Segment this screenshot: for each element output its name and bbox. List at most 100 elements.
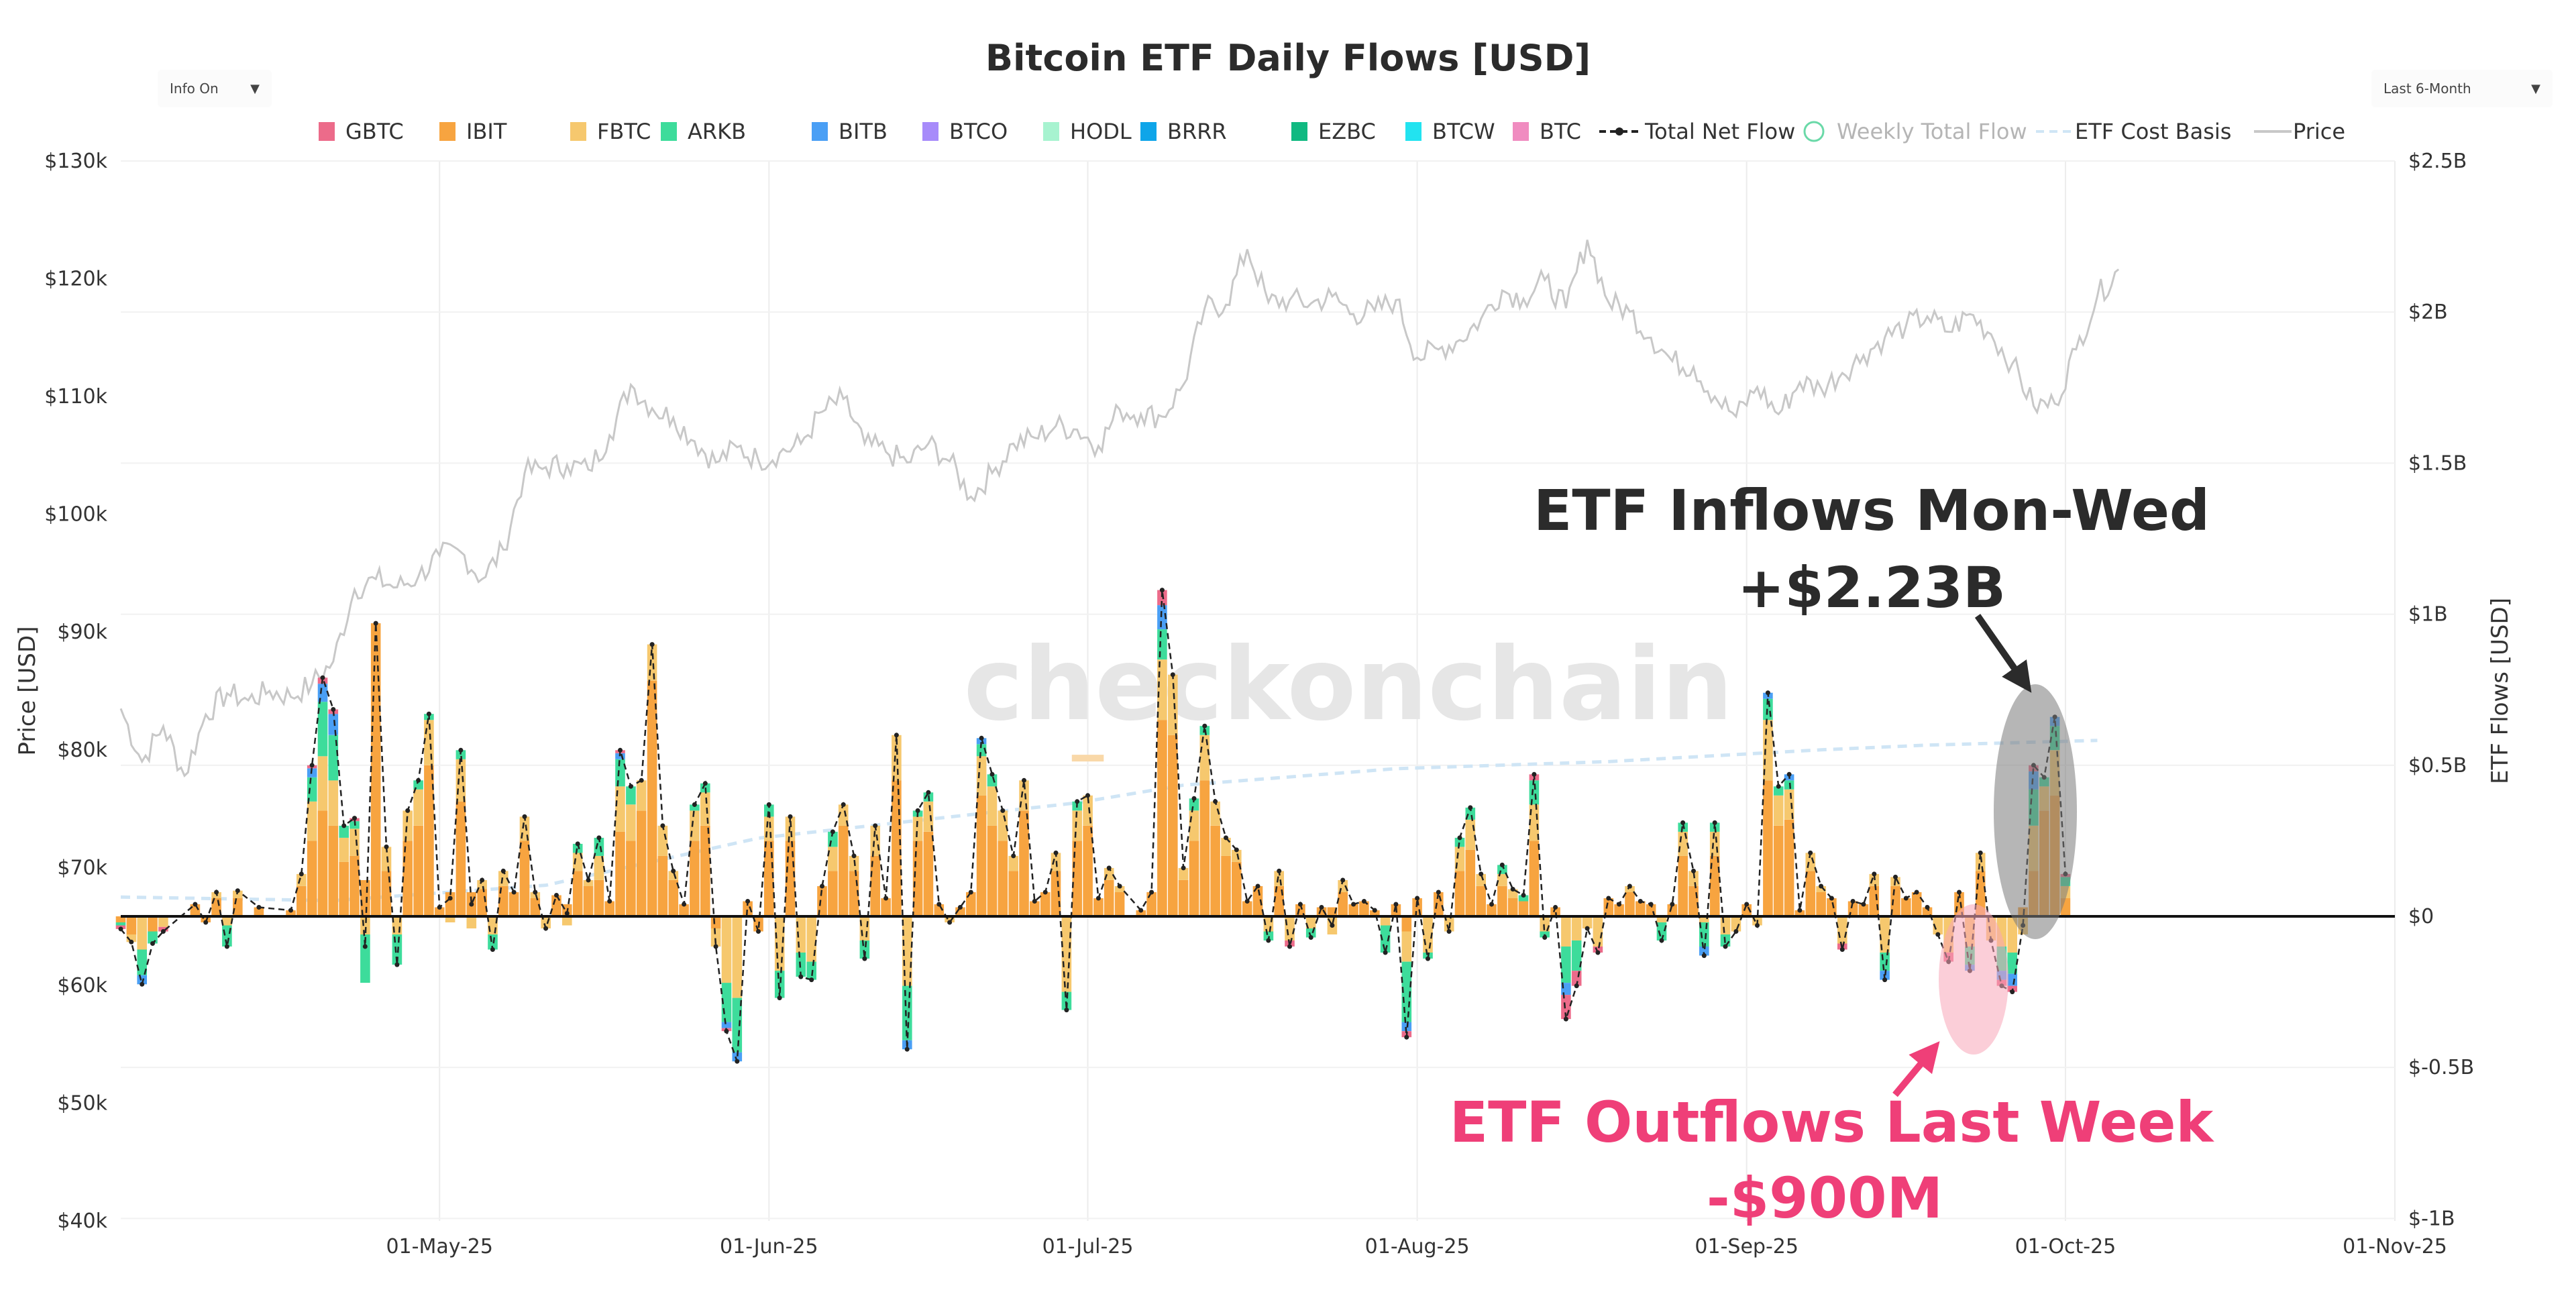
y-left-tick-label: $60k [57, 974, 107, 998]
net-flow-point [1393, 902, 1399, 907]
flow-bar-fbtc [126, 934, 137, 943]
flow-bar-ibit [339, 861, 349, 916]
flow-bar-fbtc [222, 916, 232, 926]
flow-bar-ibit [1773, 825, 1784, 916]
flow-bar-fbtc [1699, 916, 1709, 922]
net-flow-point [1457, 835, 1462, 841]
y-right-tick-label: $1.5B [2408, 451, 2467, 475]
range-select-dropdown[interactable]: Last 6-Month ▼ [2371, 70, 2553, 107]
flow-bar-arkb [806, 961, 816, 980]
net-flow-point [1755, 923, 1760, 928]
net-flow-point [756, 929, 761, 934]
flow-bar-fbtc [381, 847, 392, 871]
y-left-tick-label: $120k [44, 268, 107, 291]
net-flow-point [490, 947, 495, 952]
net-flow-point [1850, 899, 1856, 904]
inflow-arrow [1974, 614, 2032, 693]
flow-bar-ibit [551, 895, 561, 916]
net-flow-point [362, 944, 368, 949]
flow-bar-ibit [1497, 886, 1507, 916]
flow-bar-arkb [572, 843, 583, 853]
flow-bar-ibit [1667, 904, 1678, 916]
net-flow-point [1606, 896, 1611, 901]
info-toggle-dropdown[interactable]: Info On ▼ [158, 70, 272, 107]
flow-bar-fbtc [1720, 916, 1731, 934]
flow-bar-ibit [987, 825, 998, 916]
flow-bar-ibit [350, 855, 360, 916]
net-flow-point [500, 868, 506, 873]
flow-bar-fbtc [1763, 720, 1773, 781]
flow-bar-ibit [583, 886, 594, 916]
flow-bar-fbtc [1465, 819, 1476, 850]
net-flow-point [1776, 784, 1781, 789]
flow-bar-arkb [615, 759, 625, 787]
legend-label-arkb: ARKB [688, 119, 746, 144]
net-flow-point [1117, 883, 1122, 889]
net-flow-point [1266, 938, 1271, 943]
legend-label-ezbc: EZBC [1318, 119, 1376, 144]
net-flow-point [1553, 905, 1558, 910]
flow-bar-arkb [690, 804, 700, 811]
net-flow-point [575, 841, 580, 847]
flow-bar-fbtc [828, 847, 838, 871]
net-flow-point [1351, 902, 1356, 907]
flow-bar-arkb [1157, 629, 1167, 660]
legend-label-bitb: BITB [839, 119, 888, 144]
y-right-tick-label: $2.5B [2408, 150, 2467, 173]
flow-bar-ibit [1136, 910, 1146, 916]
net-flow-point [915, 808, 920, 813]
net-flow-point [511, 890, 517, 895]
outflow-arrow [1892, 1041, 1940, 1097]
net-flow-point [1075, 799, 1080, 804]
flow-bar-ibit [1327, 907, 1338, 916]
flow-bar-ibit [1146, 892, 1157, 916]
flow-bar-arkb [1656, 922, 1667, 940]
inflow-annotation-line2: +$2.23B [1737, 555, 2006, 621]
net-flow-point [160, 929, 166, 934]
net-flow-point [1426, 956, 1430, 961]
net-flow-point [1340, 877, 1346, 883]
flow-bar-ibit [923, 831, 934, 916]
flow-bar-ibit [477, 889, 487, 916]
flow-bar-fbtc [1561, 916, 1571, 947]
legend-swatch-arkb [661, 122, 677, 141]
net-flow-point [1861, 902, 1866, 907]
net-flow-point [1297, 902, 1303, 907]
legend-swatch-hodl [1043, 122, 1059, 141]
flow-bar-ibit [498, 886, 508, 916]
flow-bar-ibit [317, 810, 328, 916]
legend-label-ibit: IBIT [466, 119, 507, 144]
flow-bar-fbtc [902, 916, 912, 986]
net-flow-point [1510, 887, 1515, 892]
net-flow-point [447, 896, 453, 901]
net-flow-point [724, 1028, 729, 1034]
flow-bar-ibit [1518, 901, 1529, 916]
net-flow-point [1383, 950, 1388, 955]
cost-basis-line [120, 739, 2098, 902]
legend-swatch-gbtc [319, 122, 335, 141]
x-tick-label: 01-May-25 [386, 1235, 493, 1258]
net-flow-point [1701, 953, 1707, 959]
net-flow-point [1808, 850, 1813, 855]
flow-bar-ibit [594, 880, 604, 916]
net-flow-point [1935, 932, 1941, 937]
flow-bar-arkb [902, 985, 912, 1040]
flow-bar-fbtc [626, 804, 636, 841]
net-flow-point [1499, 862, 1505, 867]
net-flow-point [1627, 883, 1632, 889]
legend-label-brrr: BRRR [1167, 119, 1227, 144]
net-flow-point [1903, 896, 1909, 901]
flow-bar-fbtc [923, 801, 934, 832]
flow-bar-bitb [317, 684, 328, 702]
net-flow-point [1032, 899, 1037, 904]
flow-bar-fbtc [498, 871, 508, 886]
net-flow-point [1042, 890, 1048, 895]
net-flow-point [1882, 977, 1888, 983]
flow-bar-ibit [1614, 904, 1624, 916]
net-flow-point [713, 944, 718, 949]
y-right-tick-label: $0.5B [2408, 754, 2467, 777]
net-flow-point [926, 790, 931, 795]
net-flow-point [692, 802, 697, 807]
flow-bar-gbtc [1157, 590, 1167, 606]
